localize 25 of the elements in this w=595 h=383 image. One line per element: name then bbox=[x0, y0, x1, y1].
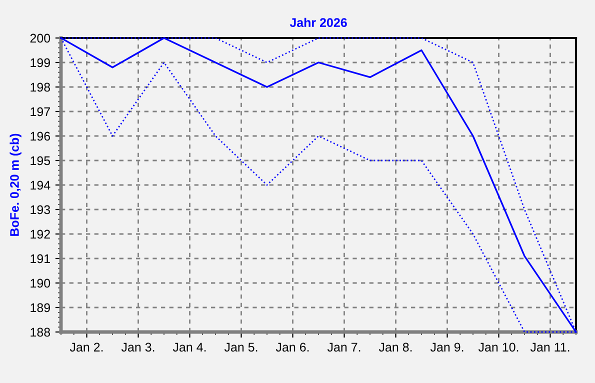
y-tick-label: 191 bbox=[30, 254, 50, 264]
x-tick-label: Jan 8. bbox=[378, 342, 412, 352]
y-tick-label: 195 bbox=[30, 156, 50, 166]
y-tick-label: 197 bbox=[30, 107, 50, 116]
y-tick-label: 192 bbox=[30, 230, 50, 239]
y-tick-label: 196 bbox=[30, 132, 50, 141]
x-tick-label: Jan 4. bbox=[172, 342, 206, 352]
y-axis-title: BoFe. 0,20 m (cb) bbox=[10, 134, 22, 236]
y-tick-label: 200 bbox=[30, 34, 50, 43]
y-tick-label: 190 bbox=[30, 278, 50, 288]
x-tick-label: Jan 11. bbox=[530, 342, 570, 352]
x-tick-label: Jan 6. bbox=[276, 342, 309, 352]
y-tick-label: 199 bbox=[30, 58, 50, 68]
x-tick-label: Jan 9. bbox=[430, 342, 464, 352]
y-tick-label: 198 bbox=[30, 82, 50, 92]
y-tick-label: 194 bbox=[30, 180, 50, 190]
x-tick-label: Jan 10. bbox=[478, 342, 518, 352]
y-tick-label: 193 bbox=[30, 205, 50, 214]
y-tick-label: 189 bbox=[30, 303, 50, 312]
chart-title: Jahr 2026 bbox=[290, 18, 347, 28]
x-tick-label: Jan 2. bbox=[70, 342, 103, 352]
x-tick-label: Jan 7. bbox=[327, 342, 360, 352]
x-tick-label: Jan 3. bbox=[121, 342, 154, 352]
y-tick-label: 188 bbox=[30, 328, 50, 337]
x-tick-label: Jan 5. bbox=[224, 342, 258, 352]
